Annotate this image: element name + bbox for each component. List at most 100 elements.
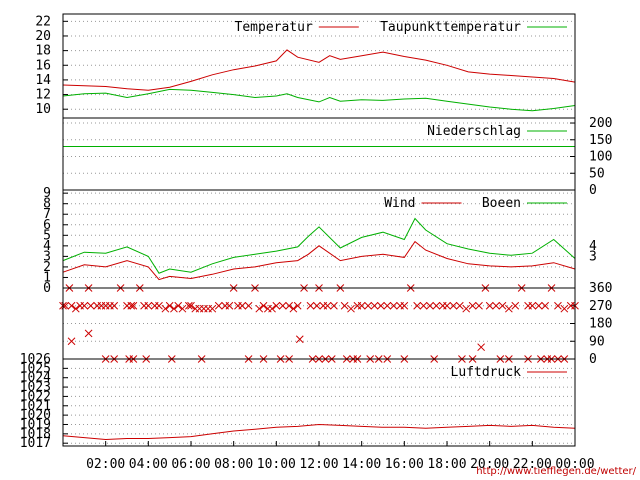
marker-stroke (244, 301, 253, 310)
marker-stroke (208, 304, 217, 313)
y-tick-label: 18 (35, 44, 51, 59)
direction-marker (144, 301, 153, 310)
credit-text[interactable]: http://www.tiefflegen.de/wetter/ (476, 466, 636, 477)
direction-marker (187, 301, 195, 310)
marker-stroke (110, 301, 119, 310)
direction-marker (477, 343, 485, 352)
marker-stroke (475, 301, 483, 310)
y-tick-label: 360 (589, 281, 612, 296)
direction-marker (285, 301, 293, 310)
y-tick-label: 0 (43, 281, 51, 296)
direction-marker (340, 301, 349, 310)
y-tick-label: 1019 (20, 417, 51, 432)
direction-marker (67, 301, 76, 310)
x-tick-label: 02:00 (86, 457, 125, 472)
marker-stroke (389, 301, 398, 310)
marker-stroke (383, 301, 392, 310)
marker-stroke (462, 304, 471, 313)
marker-stroke (485, 301, 494, 310)
direction-marker (492, 301, 500, 310)
y-tick-label: 100 (589, 150, 612, 165)
marker-stroke (67, 301, 76, 310)
x-tick-label: 10:00 (257, 457, 296, 472)
direction-marker (238, 301, 247, 310)
marker-stroke (178, 304, 187, 313)
marker-stroke (293, 301, 302, 310)
direction-marker (419, 301, 428, 310)
marker-stroke (498, 301, 507, 310)
direction-marker (364, 301, 372, 310)
marker-stroke (400, 301, 409, 310)
direction-marker (313, 301, 321, 310)
direction-marker (208, 304, 217, 313)
right-tick-label: 3 (589, 249, 597, 264)
direction-marker (449, 301, 458, 310)
x-tick-label: 00:00 (555, 457, 594, 472)
y-tick-label: 1022 (20, 389, 51, 404)
y-tick-label: 1025 (20, 361, 51, 376)
direction-marker (214, 301, 223, 310)
marker-stroke (492, 301, 500, 310)
marker-stroke (285, 301, 293, 310)
marker-stroke (214, 301, 223, 310)
marker-stroke (84, 329, 93, 338)
marker-stroke (528, 301, 537, 310)
marker-stroke (268, 304, 276, 313)
y-tick-label: 1017 (20, 436, 51, 451)
marker-stroke (86, 301, 95, 310)
direction-marker (161, 304, 170, 313)
marker-stroke (477, 343, 485, 352)
legend-label: Boeen (482, 196, 521, 211)
y-tick-label: 14 (35, 73, 51, 88)
y-tick-label: 9 (43, 186, 51, 201)
direction-marker (129, 301, 138, 310)
marker-stroke (80, 301, 89, 310)
wind_direction-panel: 0 90 180 270 360 (59, 281, 612, 367)
Wind-line (62, 240, 576, 281)
pressure-panel: 1017101810191020102110221023102410251026… (20, 352, 576, 451)
x-tick-label: 08:00 (214, 457, 253, 472)
marker-stroke (347, 304, 355, 313)
marker-stroke (278, 301, 287, 310)
direction-marker (554, 301, 562, 310)
marker-stroke (67, 337, 76, 346)
y-tick-label: 50 (589, 166, 605, 181)
direction-marker (67, 337, 76, 346)
marker-stroke (255, 304, 264, 313)
direction-marker (505, 304, 513, 313)
marker-stroke (313, 301, 321, 310)
legend-label: Wind (384, 196, 415, 211)
direction-marker (155, 301, 163, 310)
marker-stroke (468, 301, 477, 310)
y-tick-label: 16 (35, 58, 51, 73)
y-tick-label: 180 (589, 317, 612, 332)
direction-marker (498, 301, 507, 310)
marker-stroke (71, 304, 80, 313)
marker-stroke (127, 301, 136, 310)
direction-marker (511, 301, 520, 310)
direction-marker (293, 301, 302, 310)
legend-label: Taupunkttemperatur (380, 20, 521, 35)
marker-stroke (225, 301, 234, 310)
marker-stroke (161, 304, 170, 313)
marker-stroke (419, 301, 428, 310)
direction-marker (170, 304, 178, 313)
y-tick-label: 8 (43, 197, 51, 212)
legend-label: Temperatur (235, 20, 313, 35)
marker-stroke (357, 301, 366, 310)
direction-marker (357, 301, 366, 310)
direction-marker (295, 335, 304, 344)
marker-stroke (323, 301, 332, 310)
x-tick-label: 18:00 (427, 457, 466, 472)
marker-stroke (174, 301, 183, 310)
marker-stroke (330, 301, 338, 310)
direction-marker (278, 301, 287, 310)
Temperatur-line (62, 49, 576, 91)
y-tick-label: 20 (35, 29, 51, 44)
right-tick-label: 4 (589, 239, 597, 254)
direction-marker (468, 301, 477, 310)
direction-marker (534, 301, 543, 310)
y-tick-label: 270 (589, 299, 612, 314)
direction-marker (560, 304, 569, 313)
